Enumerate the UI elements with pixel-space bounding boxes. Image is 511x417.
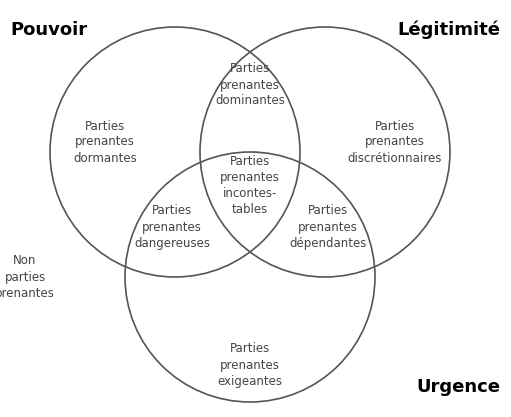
Text: Parties
prenantes
dormantes: Parties prenantes dormantes <box>73 120 137 164</box>
Text: Parties
prenantes
incontes-
tables: Parties prenantes incontes- tables <box>220 155 280 216</box>
Text: Parties
prenantes
dominantes: Parties prenantes dominantes <box>215 63 285 108</box>
Text: Pouvoir: Pouvoir <box>10 21 87 39</box>
Text: Parties
prenantes
discrétionnaires: Parties prenantes discrétionnaires <box>348 120 442 164</box>
Text: Légitimité: Légitimité <box>398 21 501 39</box>
Text: Non
parties
prenantes: Non parties prenantes <box>0 254 55 299</box>
Text: Urgence: Urgence <box>417 378 501 396</box>
Text: Parties
prenantes
exigeantes: Parties prenantes exigeantes <box>218 342 283 387</box>
Text: Parties
prenantes
dépendantes: Parties prenantes dépendantes <box>289 204 367 249</box>
Text: Parties
prenantes
dangereuses: Parties prenantes dangereuses <box>134 204 210 249</box>
